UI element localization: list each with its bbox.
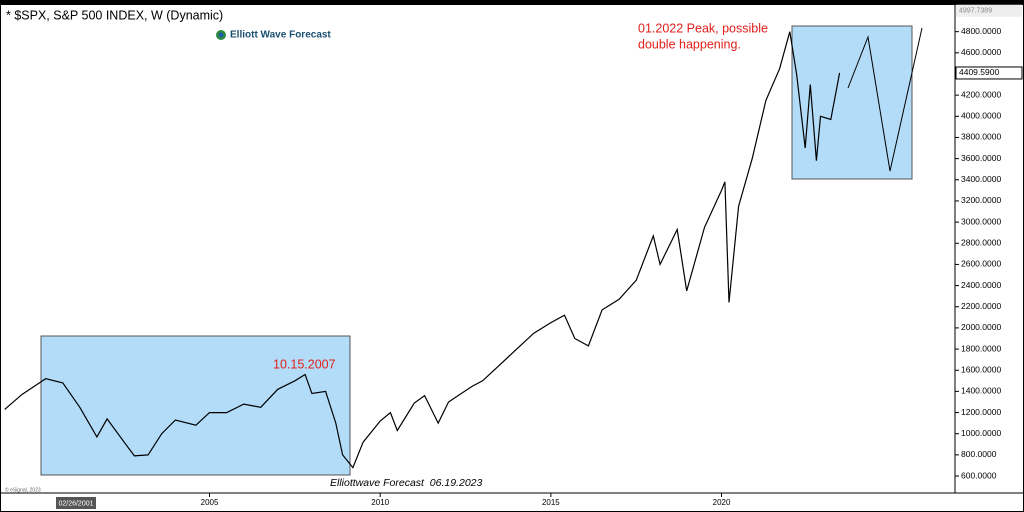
y-tick-label: 1400.0000 — [961, 386, 1001, 396]
y-tick-label: 2400.0000 — [961, 280, 1001, 290]
chart-title: * $SPX, S&P 500 INDEX, W (Dynamic) — [6, 8, 223, 22]
y-tick-label: 800.0000 — [961, 449, 997, 459]
x-tick-label: 2005 — [201, 498, 219, 507]
copyright: © eSignal, 2023 — [5, 486, 41, 493]
y-tick-label: 3000.0000 — [961, 216, 1001, 226]
cursor-box — [56, 497, 96, 509]
price-label-box — [955, 66, 1023, 80]
y-tick-label: 2200.0000 — [961, 301, 1001, 311]
y-tick-label: 3400.0000 — [961, 174, 1001, 184]
y-tick-label: 2800.0000 — [961, 238, 1001, 248]
y-tick-label: 4200.0000 — [961, 89, 1001, 99]
annotation: 10.15.2007 — [273, 357, 336, 371]
x-tick-label: 2015 — [542, 498, 560, 507]
y-tick-label: 2600.0000 — [961, 259, 1001, 269]
cursor-date: 02/26/2001 — [58, 500, 93, 507]
price-line — [4, 31, 841, 469]
y-tick-label: 3600.0000 — [961, 153, 1001, 163]
annotation: double happening. — [638, 37, 741, 51]
logo: Elliott Wave Forecast — [230, 30, 331, 41]
y-tick-label: 4800.0000 — [961, 26, 1001, 36]
footer: Elliottwave Forecast 06.19.2023 — [330, 477, 482, 489]
x-tick-label: 2020 — [713, 498, 731, 507]
price-label: 4409.5900 — [959, 67, 999, 77]
annotation: 01.2022 Peak, possible — [638, 21, 768, 35]
y-tick-label: 1600.0000 — [961, 364, 1001, 374]
y-tick-label: 1800.0000 — [961, 343, 1001, 353]
logo-icon — [218, 32, 224, 38]
y-tick-label: 3800.0000 — [961, 132, 1001, 142]
y-tick-label: 3200.0000 — [961, 195, 1001, 205]
y-tick-label: 4000.0000 — [961, 111, 1001, 121]
x-tick-label: 2010 — [371, 498, 389, 507]
y-tick-label: 600.0000 — [961, 470, 997, 480]
y-tick-label: 4600.0000 — [961, 47, 1001, 57]
top-bar — [0, 0, 1024, 5]
y-tick-label: 2000.0000 — [961, 322, 1001, 332]
price-label: 4997.7389 — [959, 8, 992, 15]
y-tick-label: 1000.0000 — [961, 428, 1001, 438]
projection-path — [847, 27, 923, 172]
y-tick-label: 1200.0000 — [961, 407, 1001, 417]
price-label-box — [956, 4, 1022, 17]
highlight-box — [791, 25, 913, 180]
highlight-box — [40, 335, 351, 476]
